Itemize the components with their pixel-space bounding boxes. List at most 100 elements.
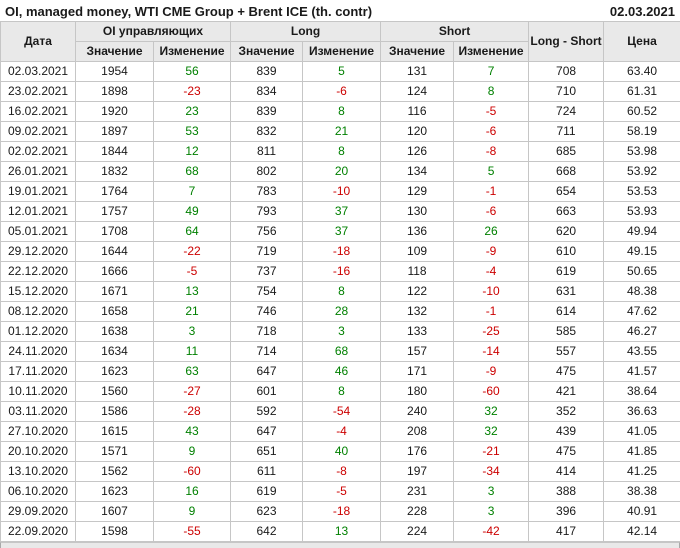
short-change-cell: 26 [453,221,530,242]
oi-change-cell: -23 [152,81,232,102]
short-change-cell: 7 [453,61,530,82]
col-subheader-short-value: Значение [380,41,455,62]
table-row: 26.01.2021 1832 68 802 20 134 5 668 53.92 [0,161,680,182]
col-header-short-group: Short [380,21,530,42]
short-value-cell: 136 [380,221,455,242]
date-cell: 26.01.2021 [0,161,76,182]
date-cell: 19.01.2021 [0,181,76,202]
col-subheader-long-value: Значение [230,41,304,62]
long-short-cell: 685 [528,141,605,162]
date-cell: 13.10.2020 [0,461,76,482]
long-short-cell: 417 [528,521,605,542]
long-value-cell: 619 [230,481,304,502]
long-value-cell: 737 [230,261,304,282]
short-value-cell: 116 [380,101,455,122]
oi-change-cell: 13 [152,281,232,302]
long-change-cell: 28 [302,301,382,322]
short-value-cell: 240 [380,401,455,422]
col-header-long-group: Long [230,21,382,42]
oi-report-table: Дата OI управляющих Long Short Long - Sh… [0,21,680,542]
oi-value-cell: 1832 [75,161,154,182]
oi-value-cell: 1658 [75,301,154,322]
long-value-cell: 642 [230,521,304,542]
table-row: 10.11.2020 1560 -27 601 8 180 -60 421 38.64 [0,381,680,402]
short-change-cell: -5 [453,101,530,122]
short-value-cell: 197 [380,461,455,482]
col-header-long-short: Long - Short [528,21,605,62]
oi-value-cell: 1898 [75,81,154,102]
long-value-cell: 754 [230,281,304,302]
short-value-cell: 118 [380,261,455,282]
long-change-cell: 21 [302,121,382,142]
col-header-date: Дата [0,21,76,62]
long-short-cell: 654 [528,181,605,202]
table-row: 24.11.2020 1634 11 714 68 157 -14 557 43.55 [0,341,680,362]
short-change-cell: -1 [453,301,530,322]
long-value-cell: 811 [230,141,304,162]
short-value-cell: 126 [380,141,455,162]
price-cell: 48.38 [603,281,680,302]
price-cell: 63.40 [603,61,680,82]
oi-change-cell: 63 [152,361,232,382]
long-value-cell: 651 [230,441,304,462]
oi-value-cell: 1764 [75,181,154,202]
price-cell: 42.14 [603,521,680,542]
oi-change-cell: -27 [152,381,232,402]
short-change-cell: -1 [453,181,530,202]
price-cell: 53.92 [603,161,680,182]
long-value-cell: 793 [230,201,304,222]
table-row: 09.02.2021 1897 53 832 21 120 -6 711 58.19 [0,121,680,142]
short-change-cell: -6 [453,201,530,222]
long-change-cell: -10 [302,181,382,202]
date-cell: 08.12.2020 [0,301,76,322]
table-row: 01.12.2020 1638 3 718 3 133 -25 585 46.27 [0,321,680,342]
long-value-cell: 592 [230,401,304,422]
price-cell: 53.53 [603,181,680,202]
oi-value-cell: 1598 [75,521,154,542]
oi-change-cell: 9 [152,441,232,462]
oi-value-cell: 1586 [75,401,154,422]
oi-value-cell: 1844 [75,141,154,162]
date-cell: 22.09.2020 [0,521,76,542]
long-short-cell: 439 [528,421,605,442]
long-change-cell: -4 [302,421,382,442]
table-row: 02.03.2021 1954 56 839 5 131 7 708 63.40 [0,61,680,82]
oi-change-cell: 43 [152,421,232,442]
long-value-cell: 718 [230,321,304,342]
date-cell: 05.01.2021 [0,221,76,242]
oi-change-cell: -5 [152,261,232,282]
date-cell: 16.02.2021 [0,101,76,122]
oi-change-cell: 12 [152,141,232,162]
oi-change-cell: 49 [152,201,232,222]
table-row: 16.02.2021 1920 23 839 8 116 -5 724 60.52 [0,101,680,122]
price-cell: 36.63 [603,401,680,422]
short-value-cell: 129 [380,181,455,202]
date-cell: 17.11.2020 [0,361,76,382]
oi-value-cell: 1708 [75,221,154,242]
price-cell: 38.64 [603,381,680,402]
long-change-cell: 8 [302,281,382,302]
oi-value-cell: 1920 [75,101,154,122]
short-change-cell: -60 [453,381,530,402]
long-change-cell: 8 [302,141,382,162]
short-change-cell: -21 [453,441,530,462]
short-change-cell: -8 [453,141,530,162]
long-short-cell: 619 [528,261,605,282]
long-value-cell: 839 [230,101,304,122]
long-change-cell: 46 [302,361,382,382]
long-short-cell: 710 [528,81,605,102]
long-short-cell: 475 [528,361,605,382]
long-change-cell: 37 [302,221,382,242]
long-value-cell: 601 [230,381,304,402]
long-short-cell: 475 [528,441,605,462]
long-short-cell: 708 [528,61,605,82]
long-short-cell: 610 [528,241,605,262]
oi-change-cell: 53 [152,121,232,142]
price-cell: 50.65 [603,261,680,282]
date-cell: 06.10.2020 [0,481,76,502]
short-change-cell: -4 [453,261,530,282]
table-row: 22.12.2020 1666 -5 737 -16 118 -4 619 50.65 [0,261,680,282]
long-change-cell: -16 [302,261,382,282]
short-value-cell: 180 [380,381,455,402]
table-row: 23.02.2021 1898 -23 834 -6 124 8 710 61.31 [0,81,680,102]
